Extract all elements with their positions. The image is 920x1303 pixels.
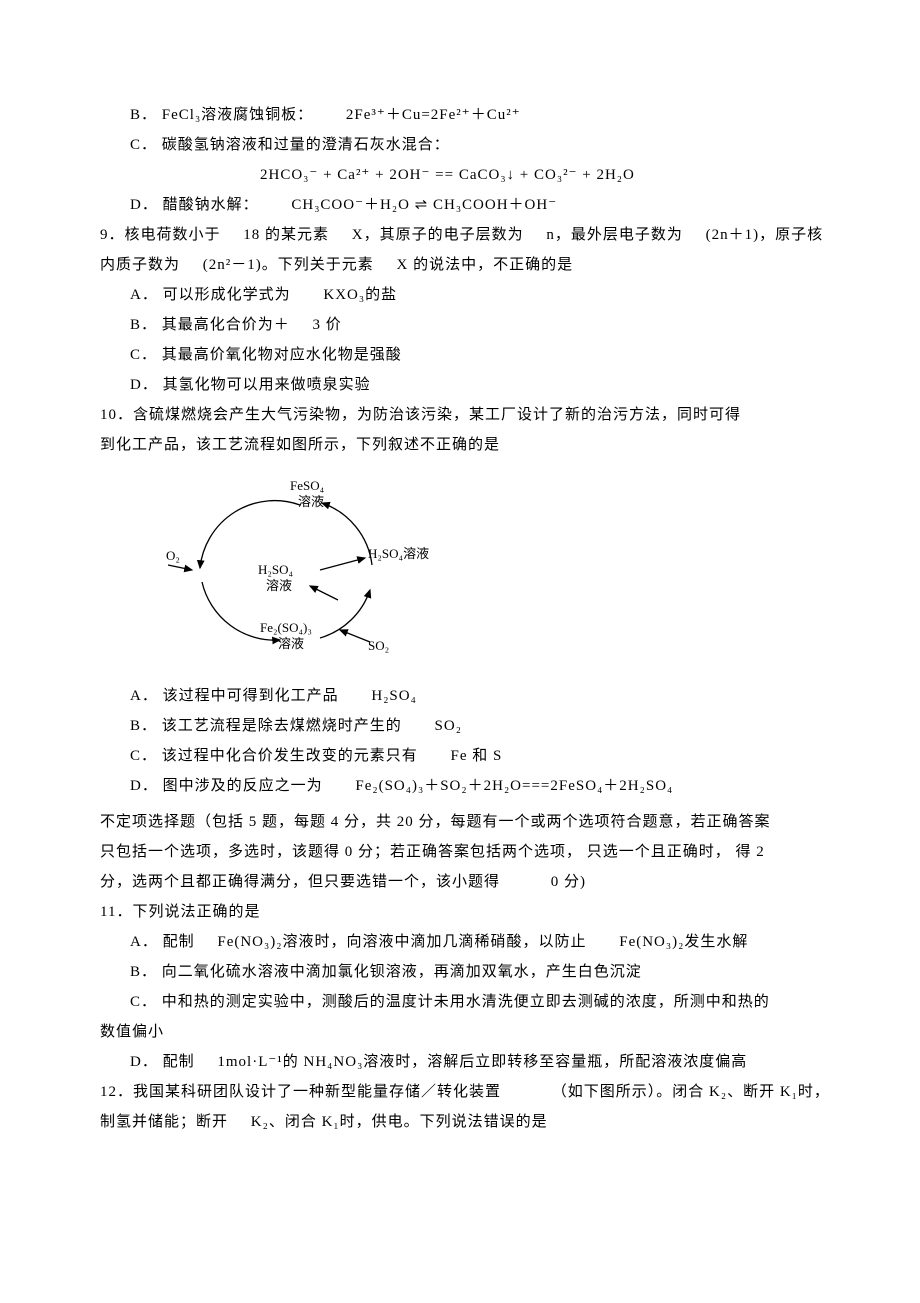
q11-option-d: D． 配制 1mol·L⁻¹的 NH₄NO₃溶液时，溶解后立即转移至容量瓶，所配… bbox=[130, 1047, 840, 1077]
q9-option-d: D． 其氢化物可以用来做喷泉实验 bbox=[130, 370, 840, 400]
q11a-a: 配制 bbox=[163, 934, 195, 950]
q12-l1b: （如下图所示）。闭合 K₂、断开 K₁时， bbox=[552, 1084, 830, 1100]
q11d-b: 1mol·L⁻¹的 NH₄NO₃溶液时，溶解后立即转移至容量瓶，所配溶液浓度偏高 bbox=[217, 1054, 747, 1070]
q9-option-c: C． 其最高价氧化物对应水化物是强酸 bbox=[130, 340, 840, 370]
opt-label: D． bbox=[130, 778, 158, 794]
q9-l1e: (2n＋1)，原子核 bbox=[706, 227, 824, 243]
opt-eq: CH₃COO⁻＋H₂O ⇌ CH₃COOH＋OH⁻ bbox=[291, 197, 557, 213]
opt-text: 醋酸钠水解： bbox=[163, 197, 259, 213]
opt-label: D． bbox=[130, 377, 158, 393]
q10b-t1: 该工艺流程是除去煤燃烧时产生的 bbox=[162, 718, 402, 734]
q8-c-equation: 2HCO₃⁻ + Ca²⁺ + 2OH⁻ == CaCO₃↓ + CO₃²⁻ +… bbox=[260, 160, 840, 190]
lbl-feso4-sub: 溶液 bbox=[298, 494, 324, 509]
q10c-t2: Fe 和 S bbox=[451, 748, 503, 764]
q9-l2b: (2n²－1)。下列关于元素 bbox=[203, 257, 374, 273]
opt-label: B． bbox=[130, 718, 157, 734]
q11-stem: 11．下列说法正确的是 bbox=[100, 897, 840, 927]
opt-label: C． bbox=[130, 137, 157, 153]
q8-option-d: D． 醋酸钠水解： CH₃COO⁻＋H₂O ⇌ CH₃COOH＋OH⁻ bbox=[130, 190, 840, 220]
opt-label: C． bbox=[130, 347, 157, 363]
section-line-1: 不定项选择题（包括 5 题，每题 4 分，共 20 分，每题有一个或两个选项符合… bbox=[100, 807, 840, 837]
q10-option-a: A． 该过程中可得到化工产品 H₂SO₄ bbox=[130, 681, 840, 711]
lbl-feso4: FeSO₄ bbox=[290, 478, 325, 493]
q10-process-diagram: FeSO₄ 溶液 O₂ H₂SO₄ 溶液 H₂SO₄溶液 Fe₂(SO₄)₃ 溶… bbox=[160, 470, 840, 671]
q11-option-a: A． 配制 Fe(NO₃)₂溶液时，向溶液中滴加几滴稀硝酸，以防止 Fe(NO₃… bbox=[130, 927, 840, 957]
q9-option-a: A． 可以形成化学式为 KXO₃的盐 bbox=[130, 280, 840, 310]
opt-label: C． bbox=[130, 994, 157, 1010]
lbl-so2: SO₂ bbox=[368, 638, 389, 653]
q9-l2c: X 的说法中，不正确的是 bbox=[397, 257, 574, 273]
q9b-t1: 其最高化合价为＋ bbox=[162, 317, 290, 333]
q11c-l1: 中和热的测定实验中，测酸后的温度计未用水清洗便立即去测碱的浓度，所测中和热的 bbox=[162, 994, 770, 1010]
section-line-3: 分，选两个且都正确得满分，但只要选错一个，该小题得 0 分) bbox=[100, 867, 840, 897]
q10c-t1: 该过程中化合价发生改变的元素只有 bbox=[162, 748, 418, 764]
opt-label: A． bbox=[130, 688, 158, 704]
q10b-t2: SO₂ bbox=[435, 718, 462, 734]
opt-text: 其氢化物可以用来做喷泉实验 bbox=[163, 377, 371, 393]
q9a-t1: 可以形成化学式为 bbox=[163, 287, 291, 303]
q8-option-b: B． FeCl₃溶液腐蚀铜板： 2Fe³⁺＋Cu=2Fe²⁺＋Cu²⁺ bbox=[130, 100, 840, 130]
opt-eq: 2Fe³⁺＋Cu=2Fe²⁺＋Cu²⁺ bbox=[346, 107, 521, 123]
q12-l1a: 12．我国某科研团队设计了一种新型能量存储／转化装置 bbox=[100, 1084, 501, 1100]
q12-line-2: 制氢并储能；断开 K₂、闭合 K₁时，供电。下列说法错误的是 bbox=[100, 1107, 840, 1137]
opt-label: B． bbox=[130, 317, 157, 333]
section-line-2: 只包括一个选项，多选时，该题得 0 分；若正确答案包括两个选项， 只选一个且正确… bbox=[100, 837, 840, 867]
q9-l1c: X，其原子的电子层数为 bbox=[352, 227, 524, 243]
opt-label: D． bbox=[130, 1054, 158, 1070]
lbl-h2so4-out: H₂SO₄溶液 bbox=[368, 546, 429, 561]
q10-stem-1: 10．含硫煤燃烧会产生大气污染物，为防治该污染，某工厂设计了新的治污方法，同时可… bbox=[100, 400, 840, 430]
q10-stem-2: 到化工产品，该工艺流程如图所示，下列叙述不正确的是 bbox=[100, 430, 840, 460]
opt-label: D． bbox=[130, 197, 158, 213]
q10a-t1: 该过程中可得到化工产品 bbox=[163, 688, 339, 704]
q9-stem: 9．核电荷数小于 18 的某元素 X，其原子的电子层数为 n，最外层电子数为 (… bbox=[100, 220, 840, 250]
q9-l1d: n，最外层电子数为 bbox=[546, 227, 683, 243]
q11d-a: 配制 bbox=[163, 1054, 195, 1070]
q9-l1b: 18 的某元素 bbox=[243, 227, 329, 243]
opt-label: A． bbox=[130, 287, 158, 303]
opt-label: C． bbox=[130, 748, 157, 764]
q9-option-b: B． 其最高化合价为＋ 3 价 bbox=[130, 310, 840, 340]
q10-option-c: C． 该过程中化合价发生改变的元素只有 Fe 和 S bbox=[130, 741, 840, 771]
q9a-t2: KXO₃的盐 bbox=[323, 287, 397, 303]
q9b-t2: 3 价 bbox=[313, 317, 342, 333]
q10d-t2: Fe₂(SO₄)₃＋SO₂＋2H₂O===2FeSO₄＋2H₂SO₄ bbox=[355, 778, 673, 794]
q8-option-c: C． 碳酸氢钠溶液和过量的澄清石灰水混合： bbox=[130, 130, 840, 160]
opt-text: 碳酸氢钠溶液和过量的澄清石灰水混合： bbox=[162, 137, 450, 153]
q10a-t2: H₂SO₄ bbox=[371, 688, 416, 704]
q11-option-c-l2: 数值偏小 bbox=[100, 1017, 840, 1047]
q11a-c: Fe(NO₃)₂发生水解 bbox=[619, 934, 748, 950]
lbl-fe2so43: Fe₂(SO₄)₃ bbox=[260, 620, 312, 635]
q11b-t: 向二氧化硫水溶液中滴加氯化钡溶液，再滴加双氧水，产生白色沉淀 bbox=[162, 964, 642, 980]
opt-label: A． bbox=[130, 934, 158, 950]
lbl-h2so4-sub: 溶液 bbox=[266, 578, 292, 593]
q12-line-1: 12．我国某科研团队设计了一种新型能量存储／转化装置 （如下图所示）。闭合 K₂… bbox=[100, 1077, 840, 1107]
q10-option-b: B． 该工艺流程是除去煤燃烧时产生的 SO₂ bbox=[130, 711, 840, 741]
q12-l2b: K₂、闭合 K₁时，供电。下列说法错误的是 bbox=[251, 1114, 548, 1130]
sec-l3b: 0 分) bbox=[551, 874, 586, 890]
q9-l1a: 9．核电荷数小于 bbox=[100, 227, 221, 243]
lbl-o2: O₂ bbox=[166, 548, 180, 563]
q11-option-b: B． 向二氧化硫水溶液中滴加氯化钡溶液，再滴加双氧水，产生白色沉淀 bbox=[130, 957, 840, 987]
sec-l3a: 分，选两个且都正确得满分，但只要选错一个，该小题得 bbox=[100, 874, 500, 890]
opt-text: 其最高价氧化物对应水化物是强酸 bbox=[162, 347, 402, 363]
q10-option-d: D． 图中涉及的反应之一为 Fe₂(SO₄)₃＋SO₂＋2H₂O===2FeSO… bbox=[130, 771, 840, 801]
q11-option-c-l1: C． 中和热的测定实验中，测酸后的温度计未用水清洗便立即去测碱的浓度，所测中和热… bbox=[130, 987, 840, 1017]
opt-label: B． bbox=[130, 107, 157, 123]
opt-text: FeCl₃溶液腐蚀铜板： bbox=[162, 107, 313, 123]
q10d-t1: 图中涉及的反应之一为 bbox=[163, 778, 323, 794]
lbl-h2so4: H₂SO₄ bbox=[258, 562, 294, 577]
opt-label: B． bbox=[130, 964, 157, 980]
q9-stem-2: 内质子数为 (2n²－1)。下列关于元素 X 的说法中，不正确的是 bbox=[100, 250, 840, 280]
lbl-fe2so43-sub: 溶液 bbox=[278, 636, 304, 651]
q9-l2a: 内质子数为 bbox=[100, 257, 180, 273]
q11a-b: Fe(NO₃)₂溶液时，向溶液中滴加几滴稀硝酸，以防止 bbox=[217, 934, 586, 950]
q12-l2a: 制氢并储能；断开 bbox=[100, 1114, 228, 1130]
